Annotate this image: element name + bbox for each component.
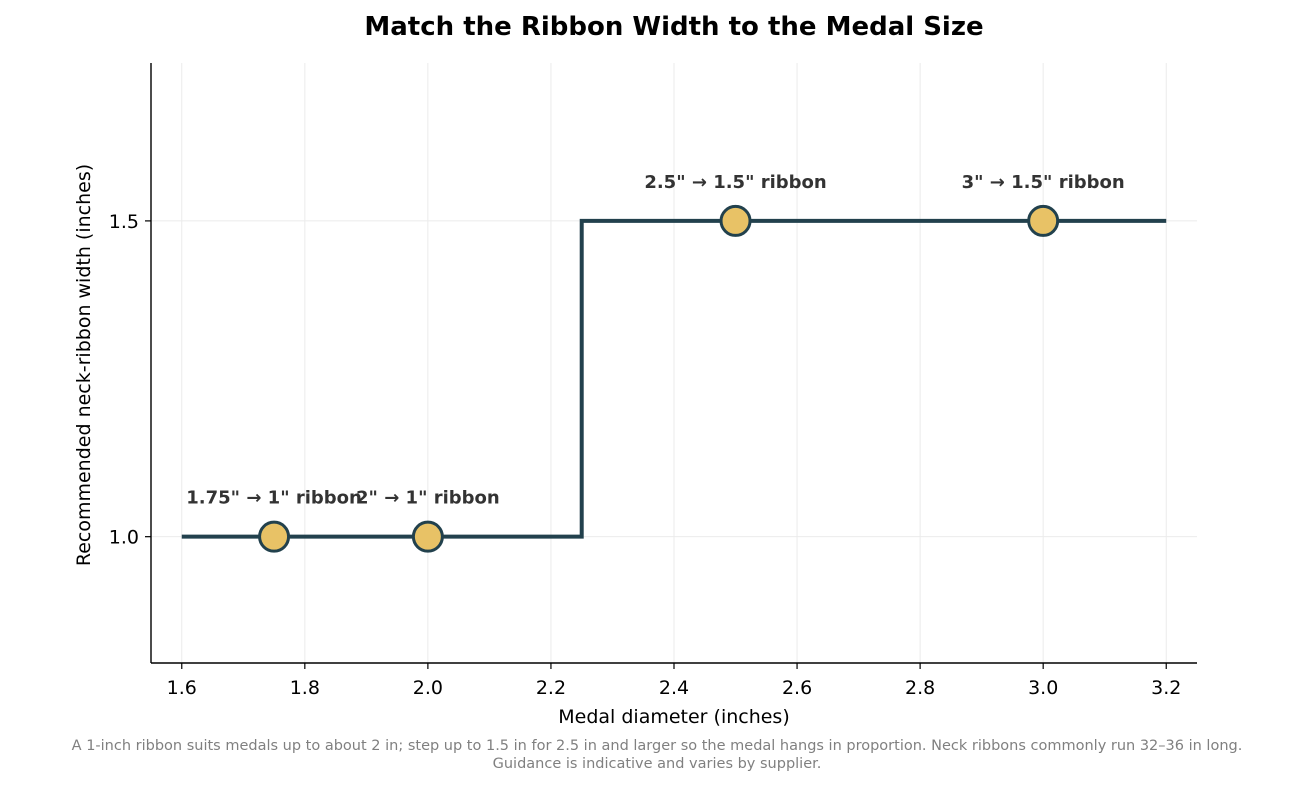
- y-tick-label: 1.5: [109, 211, 139, 233]
- data-points: [258, 204, 1060, 553]
- x-axis-label: Medal diameter (inches): [558, 706, 790, 728]
- x-tick-label: 1.8: [290, 677, 320, 699]
- x-tick-label: 2.8: [905, 677, 935, 699]
- x-tick-label: 1.6: [167, 677, 197, 699]
- data-point-label: 1.75" → 1" ribbon: [186, 488, 362, 509]
- x-tick-label: 3.0: [1028, 677, 1058, 699]
- x-tick-label: 2.4: [659, 677, 689, 699]
- x-tick-label: 3.2: [1151, 677, 1181, 699]
- data-point-marker: [258, 520, 291, 553]
- y-axis-label: Recommended neck-ribbon width (inches): [73, 164, 95, 566]
- data-point-marker: [411, 520, 444, 553]
- x-tick-label: 2.2: [536, 677, 566, 699]
- data-point-label: 2" → 1" ribbon: [356, 488, 500, 509]
- step-line: [181, 218, 1167, 539]
- axis-ticks: 1.6 1.8 2.0 2.2 2.4 2.6 2.8 3.0 3.2 1.0 1.5: [109, 211, 1182, 699]
- data-point-label: 2.5" → 1.5" ribbon: [644, 172, 826, 193]
- y-tick-label: 1.0: [109, 527, 139, 549]
- data-point-marker: [719, 204, 752, 237]
- data-point-marker: [1027, 204, 1060, 237]
- ribbon-width-step-chart: Match the Ribbon Width to the Medal Size…: [73, 12, 1197, 728]
- step-series: [181, 218, 1167, 539]
- chart-title: Match the Ribbon Width to the Medal Size: [364, 12, 983, 42]
- data-point-label: 3" → 1.5" ribbon: [962, 172, 1125, 193]
- grid-lines: [151, 63, 1197, 663]
- x-tick-label: 2.0: [413, 677, 443, 699]
- x-tick-label: 2.6: [782, 677, 812, 699]
- footnote-line-2: Guidance is indicative and varies by sup…: [492, 756, 822, 772]
- footnote-line-1: A 1-inch ribbon suits medals up to about…: [71, 738, 1243, 754]
